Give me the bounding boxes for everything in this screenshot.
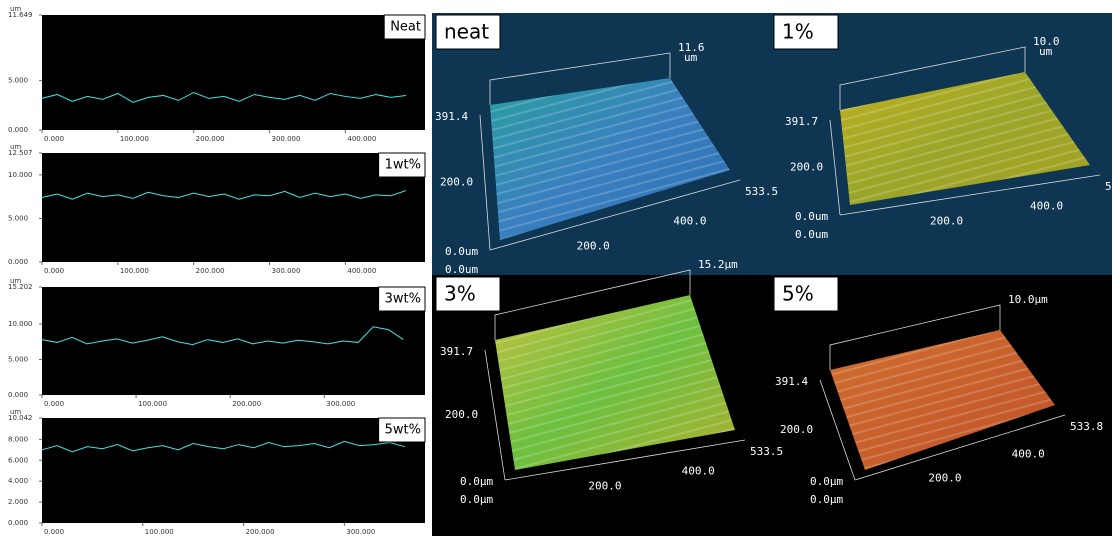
sample-label: 5wt% — [385, 423, 421, 438]
x-tick-label: 0.000 — [44, 135, 64, 143]
x-tick-label: 300.000 — [272, 135, 301, 143]
y-tick-label: 0.000 — [8, 519, 28, 527]
z-unit: um — [1039, 45, 1053, 58]
z-max: 10.0µm — [1008, 293, 1048, 306]
x-tick-label: 200.000 — [196, 267, 225, 275]
y-tick-label: 5.000 — [8, 214, 28, 222]
panel-label: 3% — [444, 282, 476, 306]
y-axis-label: 200.0 — [790, 161, 823, 174]
y-unit: um — [10, 5, 21, 13]
y-unit: um — [10, 143, 21, 151]
x-tick-label: 0.000 — [44, 400, 64, 408]
x-axis-label: 533.5 — [745, 185, 778, 198]
x-axis-label: 0.0µm — [810, 493, 843, 506]
z-max: 15.2µm — [698, 258, 738, 271]
y-unit: um — [10, 408, 21, 416]
x-tick-label: 300.000 — [272, 267, 301, 275]
y-axis-label: 0.0µm — [810, 475, 843, 488]
plot-area — [42, 153, 425, 262]
plot-area — [42, 15, 425, 130]
x-tick-label: 400.000 — [347, 267, 376, 275]
y-axis-label: 0.0um — [795, 210, 828, 223]
x-axis-label: 0.0um — [445, 263, 478, 276]
y-tick-label: 8.000 — [8, 435, 28, 443]
y-axis-label: 391.4 — [435, 110, 468, 123]
x-tick-label: 0.000 — [44, 267, 64, 275]
y-tick-label: 0.000 — [8, 126, 28, 134]
y-tick-label: 4.000 — [8, 477, 28, 485]
x-axis-label: 0.0µm — [460, 493, 493, 506]
y-tick-label: 0.000 — [8, 258, 28, 266]
plot-area — [42, 418, 425, 523]
x-tick-label: 100.000 — [138, 400, 167, 408]
y-tick-label: 0.000 — [8, 391, 28, 399]
figure: 0.0005.00011.6490.000100.000200.000300.0… — [0, 0, 1112, 536]
y-unit: um — [10, 277, 21, 285]
z-unit: um — [684, 51, 698, 64]
y-axis-label: 200.0 — [445, 408, 478, 421]
y-tick-label: 5.000 — [8, 355, 28, 363]
x-axis-label: 400.0 — [673, 214, 706, 227]
y-tick-label: 6.000 — [8, 456, 28, 464]
y-axis-label: 200.0 — [780, 423, 813, 436]
x-tick-label: 200.000 — [232, 400, 261, 408]
x-axis-label: 400.0 — [682, 464, 715, 477]
plot-area — [42, 287, 425, 395]
x-tick-label: 400.000 — [347, 135, 376, 143]
x-axis-label: 533.8 — [1105, 180, 1112, 193]
y-tick-label: 5.000 — [8, 77, 28, 85]
panel-label: neat — [444, 20, 489, 44]
panel-label: 5% — [782, 282, 814, 306]
y-axis-label: 0.0um — [445, 245, 478, 258]
x-tick-label: 100.000 — [120, 267, 149, 275]
x-tick-label: 0.000 — [44, 528, 64, 536]
y-tick-label: 10.000 — [8, 171, 33, 179]
x-axis-label: 400.0 — [1012, 448, 1045, 461]
sample-label: 3wt% — [385, 292, 421, 307]
x-tick-label: 200.000 — [246, 528, 275, 536]
x-axis-label: 200.0 — [588, 480, 621, 493]
y-tick-label: 10.000 — [8, 320, 33, 328]
x-axis-label: 200.0 — [928, 471, 961, 484]
x-tick-label: 300.000 — [346, 528, 375, 536]
x-axis-label: 533.8 — [1070, 420, 1103, 433]
sample-label: 1wt% — [385, 158, 421, 173]
y-axis-label: 0.0µm — [460, 475, 493, 488]
x-axis-label: 0.0um — [795, 228, 828, 241]
y-axis-label: 391.4 — [775, 375, 808, 388]
x-tick-label: 100.000 — [145, 528, 174, 536]
x-axis-label: 200.0 — [930, 215, 963, 228]
panel-label: 1% — [782, 20, 814, 44]
x-axis-label: 400.0 — [1030, 199, 1063, 212]
y-axis-label: 200.0 — [440, 176, 473, 189]
y-axis-label: 391.7 — [785, 115, 818, 128]
x-axis-label: 533.5 — [750, 445, 783, 458]
sample-label: Neat — [390, 20, 421, 35]
y-axis-label: 391.7 — [440, 345, 473, 358]
x-axis-label: 200.0 — [577, 240, 610, 253]
y-tick-label: 2.000 — [8, 498, 28, 506]
x-tick-label: 300.000 — [326, 400, 355, 408]
x-tick-label: 200.000 — [196, 135, 225, 143]
x-tick-label: 100.000 — [120, 135, 149, 143]
